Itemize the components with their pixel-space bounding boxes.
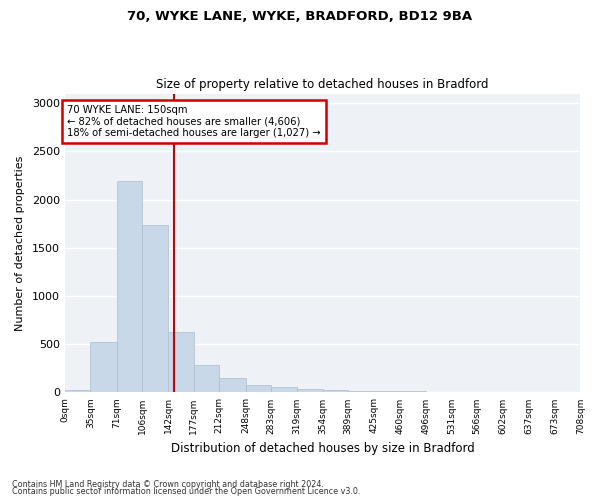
Text: Contains public sector information licensed under the Open Government Licence v3: Contains public sector information licen… bbox=[12, 488, 361, 496]
Bar bbox=[65, 390, 91, 392]
Bar bbox=[194, 366, 220, 392]
Text: 70, WYKE LANE, WYKE, BRADFORD, BD12 9BA: 70, WYKE LANE, WYKE, BRADFORD, BD12 9BA bbox=[127, 10, 473, 23]
Bar bbox=[142, 224, 169, 392]
Bar bbox=[323, 390, 348, 392]
Text: 70 WYKE LANE: 150sqm
← 82% of detached houses are smaller (4,606)
18% of semi-de: 70 WYKE LANE: 150sqm ← 82% of detached h… bbox=[67, 105, 321, 138]
Bar bbox=[169, 332, 194, 392]
Bar bbox=[245, 384, 271, 392]
Bar bbox=[91, 342, 116, 392]
Bar bbox=[348, 391, 374, 392]
Bar bbox=[297, 388, 323, 392]
Bar bbox=[271, 387, 297, 392]
Bar bbox=[400, 390, 426, 392]
Y-axis label: Number of detached properties: Number of detached properties bbox=[15, 156, 25, 330]
X-axis label: Distribution of detached houses by size in Bradford: Distribution of detached houses by size … bbox=[171, 442, 475, 455]
Bar bbox=[220, 378, 245, 392]
Title: Size of property relative to detached houses in Bradford: Size of property relative to detached ho… bbox=[157, 78, 489, 91]
Text: Contains HM Land Registry data © Crown copyright and database right 2024.: Contains HM Land Registry data © Crown c… bbox=[12, 480, 324, 489]
Bar bbox=[116, 182, 142, 392]
